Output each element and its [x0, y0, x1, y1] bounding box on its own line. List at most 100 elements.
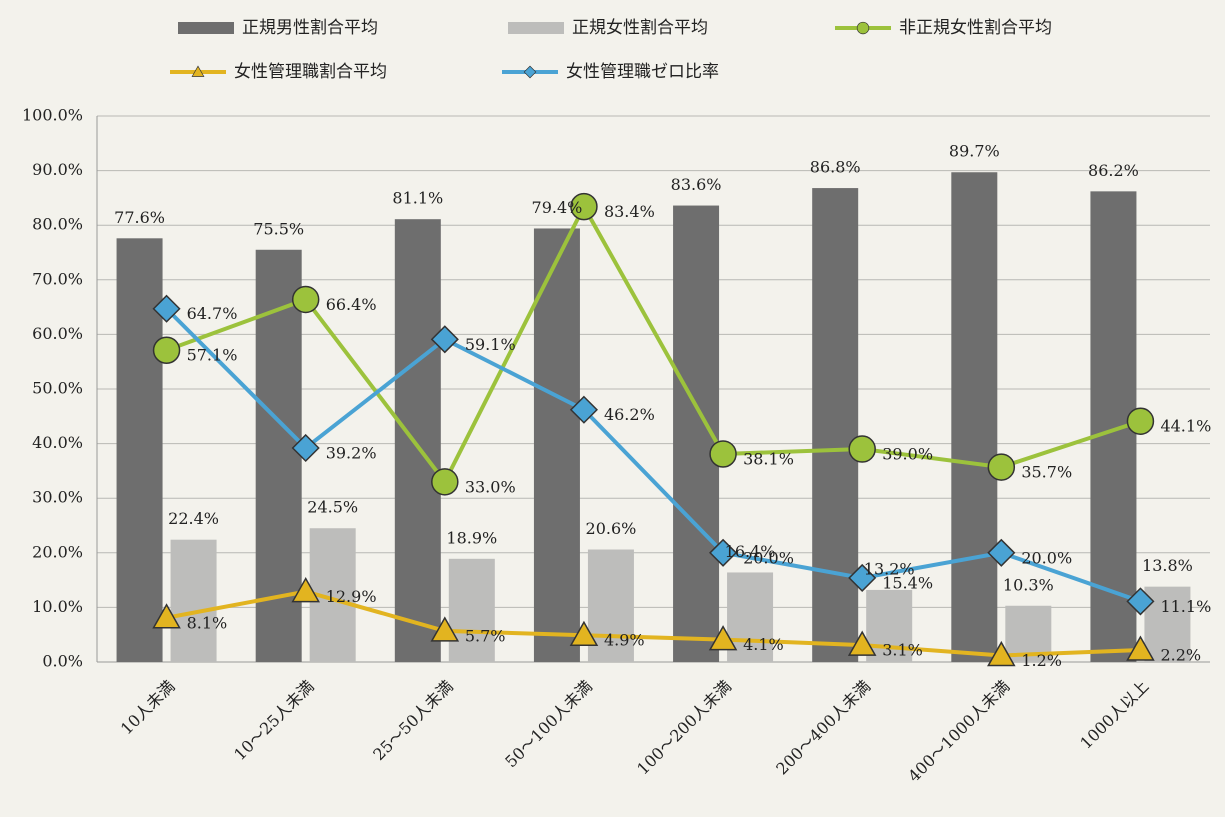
- marker: [430, 616, 460, 642]
- bar: [170, 539, 217, 662]
- marker: [291, 577, 320, 603]
- y-tick-label: 0.0%: [42, 652, 83, 671]
- marker: [152, 336, 181, 364]
- y-tick-label: 40.0%: [32, 433, 83, 452]
- legend-swatch: [178, 22, 234, 34]
- y-tick-label: 10.0%: [32, 597, 83, 616]
- bar: [951, 172, 998, 662]
- bar: [533, 228, 580, 662]
- data-label: 38.1%: [743, 449, 794, 468]
- data-label: 24.5%: [307, 498, 358, 517]
- data-label: 13.2%: [864, 559, 915, 578]
- marker: [152, 294, 181, 323]
- data-label: 75.5%: [253, 219, 304, 238]
- marker: [708, 625, 738, 651]
- data-label: 10.3%: [1003, 575, 1054, 594]
- x-tick-label: 10人未満: [117, 677, 179, 739]
- marker: [1126, 407, 1155, 435]
- marker: [291, 433, 320, 463]
- data-label: 64.7%: [187, 304, 238, 323]
- marker: [431, 468, 459, 496]
- marker: [152, 603, 181, 629]
- data-label: 1.2%: [1021, 651, 1062, 670]
- data-label: 5.7%: [465, 626, 506, 645]
- marker: [848, 563, 877, 592]
- legend-marker: [856, 21, 870, 35]
- y-tick-label: 100.0%: [22, 106, 83, 125]
- x-tick-label: 400～1000人未満: [904, 677, 1013, 786]
- data-label: 86.8%: [810, 158, 861, 177]
- data-label: 8.1%: [187, 613, 228, 632]
- data-label: 39.0%: [882, 445, 933, 464]
- data-label: 86.2%: [1088, 161, 1139, 180]
- data-label: 57.1%: [187, 346, 238, 365]
- marker: [847, 630, 877, 656]
- legend-swatch: [508, 22, 564, 34]
- data-label: 59.1%: [465, 335, 516, 354]
- y-tick-label: 50.0%: [32, 379, 83, 398]
- marker: [569, 620, 599, 646]
- data-label: 35.7%: [1021, 463, 1072, 482]
- data-label: 2.2%: [1160, 645, 1201, 664]
- legend-label: 正規女性割合平均: [572, 18, 708, 38]
- marker: [987, 538, 1016, 567]
- marker: [987, 640, 1016, 667]
- bar: [812, 188, 859, 662]
- data-label: 66.4%: [326, 295, 377, 314]
- x-tick-label: 200～400人未満: [772, 677, 874, 779]
- legend-label: 非正規女性割合平均: [899, 18, 1052, 38]
- y-tick-label: 60.0%: [32, 324, 83, 343]
- bar: [448, 558, 495, 662]
- marker: [987, 453, 1016, 481]
- x-tick-label: 1000人以上: [1076, 677, 1152, 753]
- data-label: 18.9%: [446, 528, 497, 547]
- data-label: 3.1%: [882, 641, 923, 660]
- marker: [291, 285, 320, 314]
- marker: [569, 395, 598, 424]
- bar: [116, 238, 163, 662]
- data-label: 20.0%: [1021, 548, 1072, 567]
- line: [165, 307, 1142, 604]
- data-label: 77.6%: [114, 208, 165, 227]
- marker: [709, 440, 737, 468]
- data-label: 12.9%: [326, 587, 377, 606]
- marker: [430, 325, 459, 354]
- legend-label: 女性管理職割合平均: [234, 62, 387, 82]
- data-label: 46.2%: [604, 405, 655, 424]
- data-label: 33.0%: [465, 477, 516, 496]
- data-label: 13.8%: [1142, 556, 1193, 575]
- line: [166, 589, 1141, 658]
- legend-label: 正規男性割合平均: [242, 18, 378, 38]
- marker: [1126, 587, 1155, 616]
- data-label: 39.2%: [326, 443, 377, 462]
- data-label: 4.1%: [743, 635, 784, 654]
- x-tick-label: 25～50人未満: [369, 677, 456, 764]
- data-label: 16.4%: [725, 542, 776, 561]
- marker: [709, 538, 738, 567]
- y-tick-label: 20.0%: [32, 542, 83, 561]
- marker: [570, 192, 598, 221]
- y-tick-label: 70.0%: [32, 269, 83, 288]
- marker: [1126, 635, 1155, 661]
- y-tick-label: 30.0%: [32, 488, 83, 507]
- x-tick-label: 10～25人未満: [230, 677, 317, 764]
- y-tick-label: 80.0%: [32, 215, 83, 234]
- data-label: 20.6%: [586, 519, 637, 538]
- marker: [848, 435, 876, 463]
- legend-marker: [523, 65, 537, 79]
- x-tick-label: 50～100人未満: [501, 677, 596, 772]
- data-label: 81.1%: [392, 189, 443, 208]
- data-label: 44.1%: [1160, 417, 1211, 436]
- data-label: 89.7%: [949, 142, 1000, 161]
- data-label: 83.4%: [604, 202, 655, 221]
- data-label: 15.4%: [882, 573, 933, 592]
- data-label: 83.6%: [671, 175, 722, 194]
- line: [165, 202, 1142, 486]
- x-tick-label: 100～200人未満: [633, 677, 735, 779]
- data-label: 79.4%: [532, 198, 583, 217]
- data-label: 20.0%: [743, 548, 794, 567]
- data-label: 4.9%: [604, 631, 645, 650]
- bar: [394, 219, 441, 662]
- y-tick-label: 90.0%: [32, 160, 83, 179]
